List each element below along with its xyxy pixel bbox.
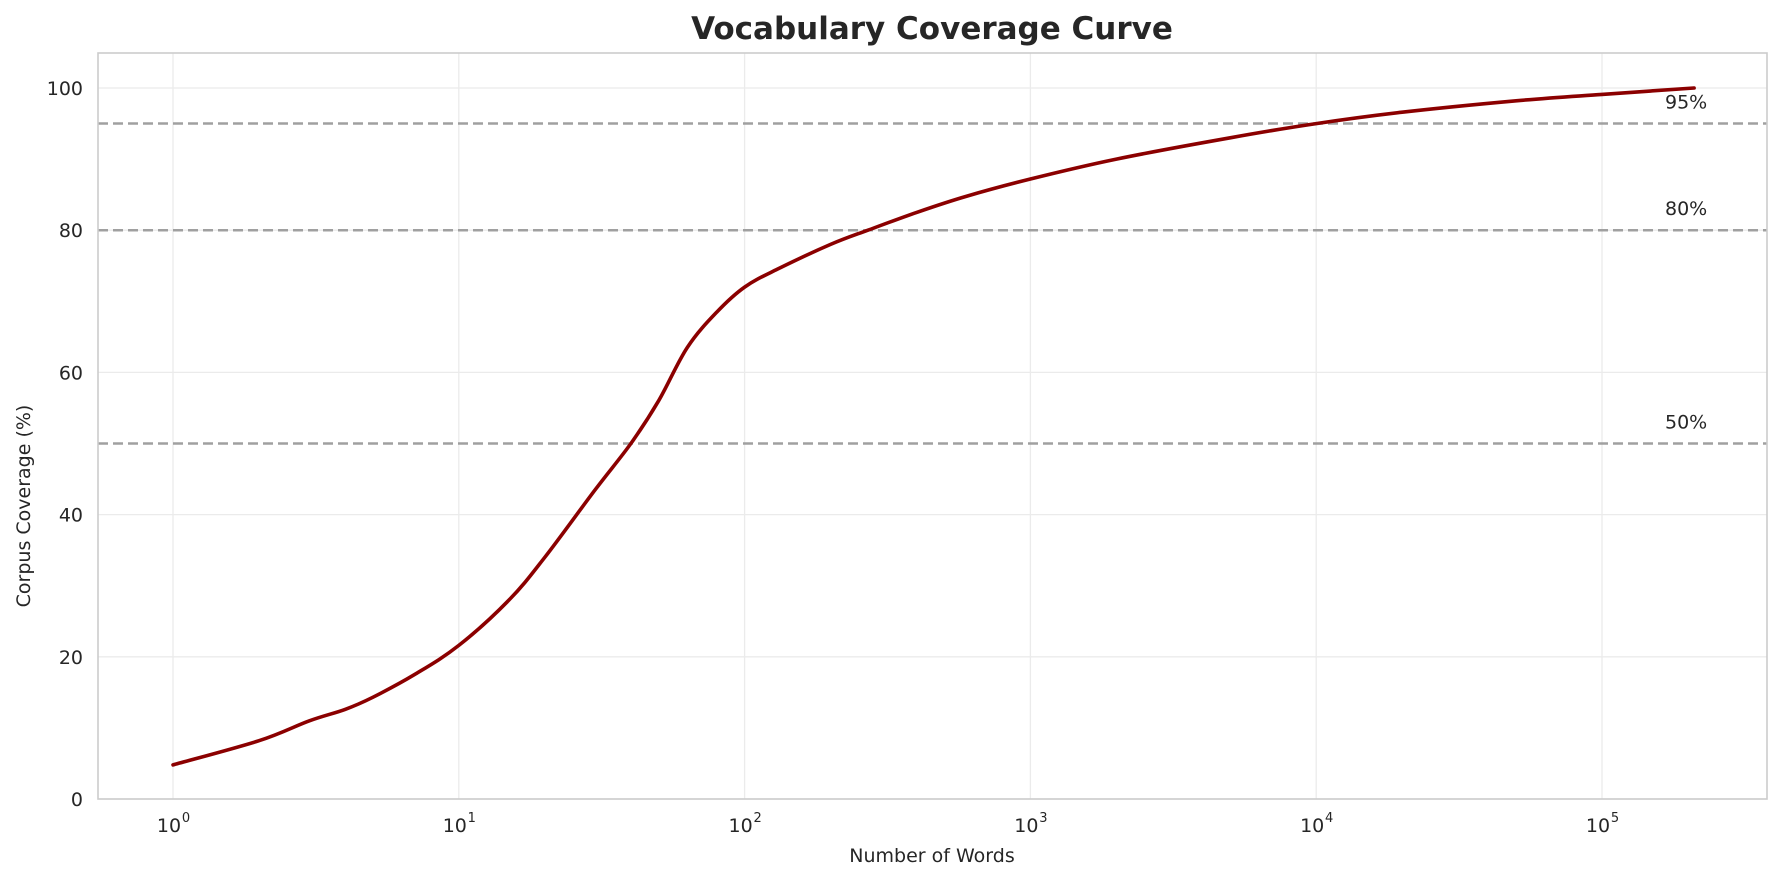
chart-title: Vocabulary Coverage Curve bbox=[691, 11, 1173, 47]
x-axis-ticks: 10 0 10 1 10 2 10 3 10 4 10 5 bbox=[157, 811, 1619, 837]
x-tick-label: 10 0 bbox=[157, 811, 190, 837]
svg-text:3: 3 bbox=[1039, 811, 1047, 826]
plot-frame bbox=[97, 52, 1768, 800]
x-tick-label: 10 5 bbox=[1586, 811, 1619, 837]
x-axis-label: Number of Words bbox=[849, 845, 1014, 867]
svg-text:10: 10 bbox=[729, 815, 753, 837]
svg-text:10: 10 bbox=[1586, 815, 1610, 837]
y-tick-label: 60 bbox=[59, 362, 83, 384]
x-tick-label: 10 4 bbox=[1300, 811, 1333, 837]
x-tick-label: 10 2 bbox=[729, 811, 762, 837]
svg-text:4: 4 bbox=[1325, 811, 1333, 826]
x-tick-label: 10 1 bbox=[443, 811, 476, 837]
x-tick-label: 10 3 bbox=[1014, 811, 1047, 837]
svg-text:10: 10 bbox=[1300, 815, 1324, 837]
y-axis-ticks: 0 20 40 60 80 100 bbox=[47, 78, 83, 811]
y-tick-label: 80 bbox=[59, 220, 83, 242]
svg-text:1: 1 bbox=[468, 811, 476, 826]
reference-line-label: 95% bbox=[1665, 92, 1707, 114]
svg-text:5: 5 bbox=[1611, 811, 1619, 826]
reference-line-label: 80% bbox=[1665, 198, 1707, 220]
data-series bbox=[171, 86, 1696, 767]
y-tick-label: 100 bbox=[47, 78, 83, 100]
grid-lines bbox=[98, 53, 1767, 800]
svg-text:2: 2 bbox=[753, 811, 761, 826]
svg-text:10: 10 bbox=[443, 815, 467, 837]
reference-line-label: 50% bbox=[1665, 412, 1707, 434]
svg-text:0: 0 bbox=[182, 811, 190, 826]
svg-text:10: 10 bbox=[157, 815, 181, 837]
svg-text:10: 10 bbox=[1014, 815, 1038, 837]
reference-lines: 95% 80% 50% bbox=[98, 92, 1767, 445]
y-axis-label: Corpus Coverage (%) bbox=[13, 405, 35, 608]
coverage-line bbox=[171, 86, 1696, 767]
y-tick-label: 0 bbox=[71, 789, 83, 811]
y-tick-label: 20 bbox=[59, 647, 83, 669]
y-tick-label: 40 bbox=[59, 505, 83, 527]
